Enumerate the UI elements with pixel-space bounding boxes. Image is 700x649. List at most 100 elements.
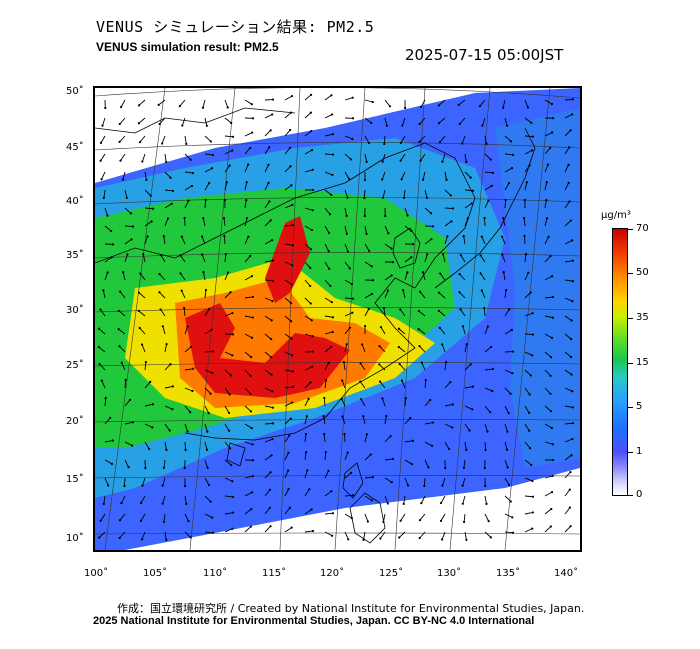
wind-arrow xyxy=(104,477,109,486)
wind-arrow-head xyxy=(385,124,389,127)
wind-arrow-head xyxy=(118,140,121,143)
wind-arrow-head xyxy=(289,165,292,168)
wind-arrow-head xyxy=(381,160,384,163)
wind-arrow-head xyxy=(130,238,133,241)
wind-arrow-head xyxy=(385,415,388,418)
wind-arrow-head xyxy=(527,411,531,414)
wind-arrow-head xyxy=(404,396,407,400)
wind-arrow xyxy=(118,328,126,335)
wind-arrow-head xyxy=(120,361,123,364)
wind-arrow-head xyxy=(288,506,292,509)
wind-arrow-head xyxy=(487,520,490,523)
wind-arrow-head xyxy=(139,272,142,275)
wind-arrow xyxy=(103,189,106,198)
wind-arrow-head xyxy=(429,212,433,215)
wind-arrow xyxy=(204,135,212,142)
wind-arrow xyxy=(544,387,551,395)
wind-arrow-head xyxy=(309,381,312,384)
wind-arrow xyxy=(364,243,370,252)
wind-arrow xyxy=(464,364,471,371)
wind-arrow-head xyxy=(470,202,473,205)
wind-arrow xyxy=(438,292,446,299)
wind-arrow-head xyxy=(570,373,573,376)
wind-arrow-head xyxy=(437,309,440,312)
wind-arrow-head xyxy=(438,141,442,144)
wind-arrow xyxy=(504,117,508,126)
wind-arrow xyxy=(544,491,553,497)
wind-arrow xyxy=(264,471,271,479)
wind-arrow-head xyxy=(124,378,127,382)
wind-arrow xyxy=(244,255,251,263)
wind-arrow-head xyxy=(165,538,168,542)
wind-arrow xyxy=(464,189,474,192)
wind-arrow-head xyxy=(491,390,494,393)
wind-arrow xyxy=(544,423,553,429)
wind-arrow xyxy=(564,239,573,245)
wind-arrow-head xyxy=(162,520,166,524)
wind-arrow xyxy=(364,434,368,443)
lat-line-25 xyxy=(95,362,580,367)
wind-arrow xyxy=(404,477,409,486)
wind-arrow-head xyxy=(185,502,188,505)
wind-arrow-head xyxy=(137,309,140,312)
wind-arrow-head xyxy=(511,516,514,519)
wind-arrow xyxy=(524,423,530,432)
wind-arrow-head xyxy=(231,511,234,514)
wind-arrow xyxy=(204,117,208,126)
wind-arrow-head xyxy=(140,343,144,346)
wind-arrow xyxy=(162,477,166,486)
wind-arrow-head xyxy=(190,184,194,188)
wind-arrow xyxy=(344,135,353,140)
wind-arrow xyxy=(140,495,146,504)
wind-arrow xyxy=(163,513,166,522)
wind-arrow-head xyxy=(289,302,293,305)
wind-arrow-head xyxy=(189,410,192,414)
wind-arrow-head xyxy=(397,345,400,349)
wind-arrow-head xyxy=(102,196,106,200)
wind-arrow xyxy=(364,225,367,234)
wind-arrow-head xyxy=(425,196,429,199)
wind-arrow xyxy=(544,236,549,245)
wind-arrow-head xyxy=(370,499,373,502)
wind-arrow-head xyxy=(98,536,101,539)
wind-arrow xyxy=(100,135,106,144)
wind-arrow-head xyxy=(311,350,315,353)
wind-arrow-head xyxy=(406,271,409,274)
wind-arrow xyxy=(264,405,273,409)
wind-arrow-head xyxy=(119,159,122,162)
wind-arrow-head xyxy=(161,502,164,505)
wind-arrow-head xyxy=(137,122,141,125)
wind-arrow xyxy=(382,513,386,522)
wind-arrow xyxy=(403,189,406,198)
wind-arrow-head xyxy=(379,325,383,329)
wind-arrow xyxy=(424,207,432,214)
wind-arrow-head xyxy=(144,466,147,470)
wind-arrow-head xyxy=(451,426,454,429)
mongolia-border xyxy=(95,107,296,134)
wind-arrow-head xyxy=(207,483,211,487)
wind-arrow-head xyxy=(290,283,293,286)
wind-arrow xyxy=(480,255,486,263)
wind-arrow-head xyxy=(409,416,412,420)
wind-arrow-head xyxy=(249,410,253,413)
wind-arrow-head xyxy=(271,390,274,393)
wind-arrow xyxy=(524,182,528,191)
wind-arrow-head xyxy=(289,111,293,114)
wind-arrow xyxy=(544,164,549,173)
wind-arrow xyxy=(504,153,514,156)
wind-arrow-head xyxy=(291,203,294,207)
wind-arrow-head xyxy=(229,374,233,377)
wind-arrow-head xyxy=(505,448,509,451)
wind-arrow-head xyxy=(189,536,192,539)
wind-arrow xyxy=(124,238,132,245)
wind-arrow xyxy=(144,403,153,407)
wind-arrow xyxy=(344,472,352,479)
wind-arrow xyxy=(224,528,233,533)
wind-arrow xyxy=(104,440,113,443)
wind-arrow-head xyxy=(382,306,385,310)
wind-arrow-head xyxy=(568,146,571,149)
wind-arrow xyxy=(264,182,269,191)
wind-arrow xyxy=(204,329,212,335)
wind-arrow xyxy=(564,454,572,461)
wind-arrow xyxy=(224,150,233,155)
